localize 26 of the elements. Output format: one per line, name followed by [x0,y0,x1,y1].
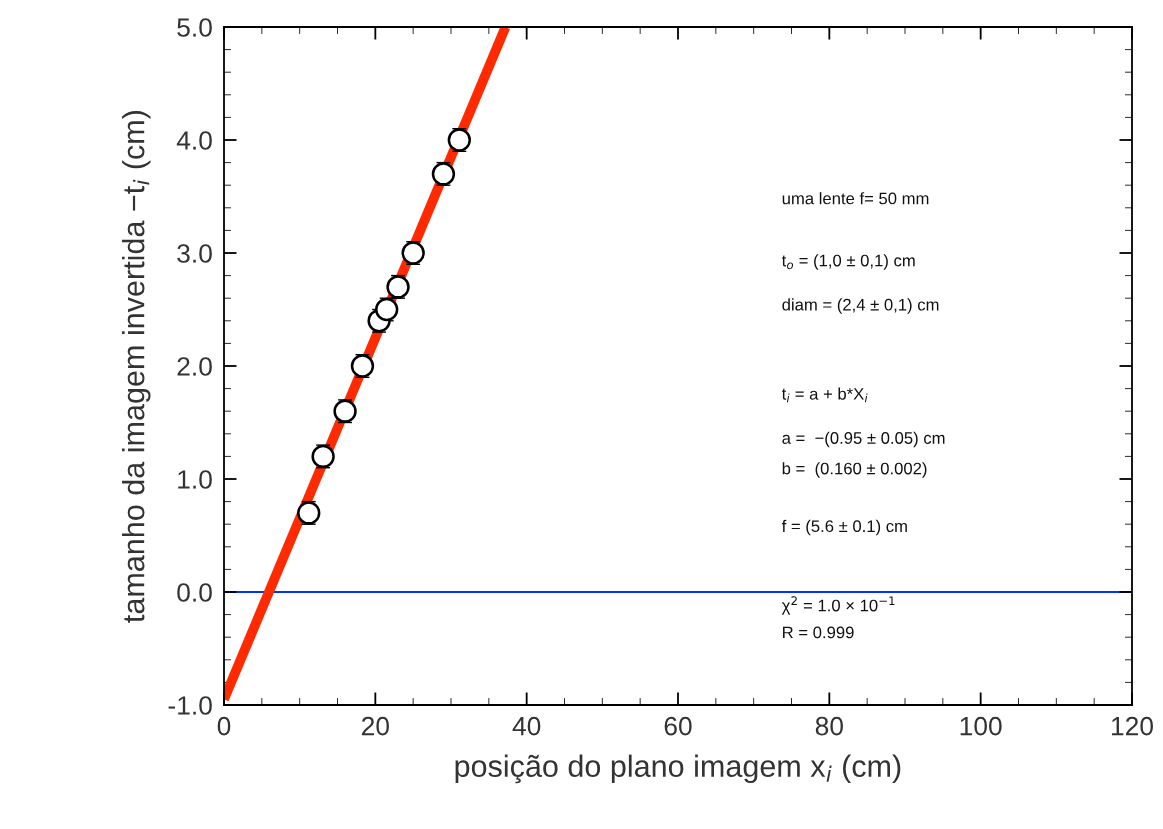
point [297,501,321,525]
annotation: R = 0.999 [783,626,854,639]
y-axis-title: tamanho da imagem invertida −t$_{i}$ (cm) [122,111,151,623]
y-tick-label: 2.0 [177,357,212,376]
y-tick-label: -1.0 [168,696,212,715]
annotation: uma lente f= 50 mm [782,192,929,205]
x-tick-label: 0 [217,716,231,736]
x-tick-label: 100 [960,716,1002,736]
x-tick-label: 20 [361,716,389,736]
annotation: f = (5.6 ± 0.1) cm [781,519,907,536]
x-tick-label: 120 [1112,716,1153,736]
y-tick-label: 4.0 [176,131,212,150]
x-tick-label: 60 [664,716,692,736]
y-tick-label: 5.0 [177,18,212,37]
annotation: a = −(0.95 ± 0.05) cm [782,431,945,448]
y-tick-label: 1.0 [178,470,212,489]
annotation: t$_{o}$ = (1,0 ± 0,1) cm [781,254,915,270]
y-tick-label: 3.0 [177,244,212,263]
annotation: diam = (2,4 ± 0,1) cm [782,298,939,314]
x-axis-title: posição do plano imagem x$_{i}$ (cm) [455,754,901,784]
annotation: t$_{i}$ = a + b*X$_{i}$ [781,387,868,403]
annotation: b = (0.160 ± 0.002) [782,462,927,478]
annotation: χ$^{2}$ = 1.0 × 10$^{−1}$ [781,596,895,615]
y-tick-label: 0.0 [177,583,212,602]
x-tick-label: 80 [815,716,843,736]
x-tick-label: 40 [512,716,541,736]
